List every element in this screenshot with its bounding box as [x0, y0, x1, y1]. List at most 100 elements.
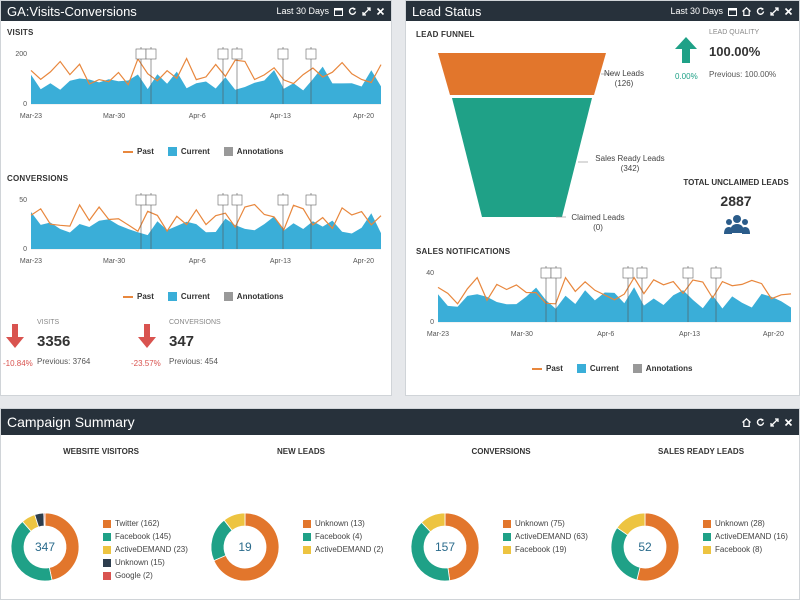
y-tick-label: 0: [23, 246, 27, 253]
ga-visits-conversions-panel: GA:Visits-Conversions Last 30 Days VISIT…: [0, 0, 392, 396]
donut-legend-item[interactable]: Facebook (145): [103, 530, 188, 543]
annotations-swatch: [223, 292, 233, 301]
legend-swatch: [703, 519, 711, 528]
past-series-line[interactable]: [30, 203, 382, 233]
donut-legend: Twitter (162) Facebook (145) ActiveDEMAND …: [103, 517, 188, 582]
legend-current[interactable]: Current: [167, 292, 210, 301]
lead-quality-value: 100.00%: [709, 44, 761, 59]
donut-legend-item[interactable]: Facebook (4): [303, 530, 383, 543]
close-icon[interactable]: [784, 7, 793, 16]
x-tick-label: Mar-23: [20, 113, 42, 120]
legend-current[interactable]: Current: [167, 147, 210, 156]
sales-legend: Past Current Annotations: [532, 364, 692, 373]
annotation-icon[interactable]: [550, 267, 562, 279]
donut-slice[interactable]: [636, 512, 680, 582]
refresh-icon[interactable]: [348, 7, 357, 16]
past-series-line[interactable]: [437, 276, 792, 305]
funnel-new-leads-segment[interactable]: [438, 53, 606, 95]
annotation-icon[interactable]: [636, 267, 648, 279]
donut-title: NEW LEADS: [277, 447, 325, 456]
legend-current[interactable]: Current: [576, 364, 619, 373]
annotation-icon[interactable]: [305, 194, 317, 206]
annotation-icon[interactable]: [217, 48, 229, 60]
donut-legend-item[interactable]: Unknown (15): [103, 556, 188, 569]
lead-quality-up-arrow-icon: [675, 37, 697, 63]
donut-slice[interactable]: [610, 527, 641, 581]
refresh-icon[interactable]: [756, 418, 765, 427]
current-swatch: [167, 292, 177, 301]
donut-legend-item[interactable]: Twitter (162): [103, 517, 188, 530]
donut-legend-item[interactable]: Unknown (75): [503, 517, 588, 530]
legend-past[interactable]: Past: [123, 147, 154, 156]
donut-slice[interactable]: [223, 512, 246, 531]
donut-legend-item[interactable]: ActiveDEMAND (23): [103, 543, 188, 556]
x-tick-label: Mar-30: [511, 331, 533, 338]
donut-legend-item[interactable]: Facebook (8): [703, 543, 788, 556]
donut-legend-item[interactable]: Facebook (19): [503, 543, 588, 556]
legend-annotations[interactable]: Annotations: [632, 364, 692, 373]
donut-slice[interactable]: [43, 512, 46, 527]
annotation-icon[interactable]: [145, 194, 157, 206]
close-icon[interactable]: [376, 7, 385, 16]
legend-annotations[interactable]: Annotations: [223, 147, 283, 156]
expand-icon[interactable]: [362, 6, 371, 16]
lead-funnel-chart: [438, 53, 614, 218]
legend-past[interactable]: Past: [123, 292, 154, 301]
annotation-icon[interactable]: [145, 48, 157, 60]
annotation-icon[interactable]: [305, 48, 317, 60]
x-tick-label: Apr-13: [270, 258, 291, 265]
annotations-swatch: [223, 147, 233, 156]
annotation-icon[interactable]: [622, 267, 634, 279]
annotation-icon[interactable]: [135, 194, 147, 206]
legend-annotations[interactable]: Annotations: [223, 292, 283, 301]
donut-slice[interactable]: [444, 512, 480, 582]
annotation-icon[interactable]: [277, 48, 289, 60]
x-tick-label: Apr-6: [597, 331, 614, 338]
annotation-icon[interactable]: [540, 267, 552, 279]
lead-funnel-title: LEAD FUNNEL: [416, 30, 475, 39]
donut-legend-item[interactable]: Google (2): [103, 569, 188, 582]
donut-slice[interactable]: [213, 512, 280, 582]
lead-quality-label: LEAD QUALITY: [709, 29, 760, 36]
legend-past[interactable]: Past: [532, 364, 563, 373]
donut-slice[interactable]: [616, 512, 646, 536]
ga-panel-title: GA:Visits-Conversions: [7, 3, 137, 19]
annotation-icon[interactable]: [231, 48, 243, 60]
home-icon[interactable]: [742, 6, 751, 16]
annotation-icon[interactable]: [217, 194, 229, 206]
legend-swatch: [303, 519, 311, 528]
annotation-icon[interactable]: [682, 267, 694, 279]
x-tick-label: Mar-30: [103, 258, 125, 265]
current-series-area[interactable]: [438, 287, 791, 322]
legend-label: ActiveDEMAND (63): [515, 532, 588, 541]
lead-period-selector[interactable]: Last 30 Days: [670, 6, 723, 16]
donut-legend-item[interactable]: Unknown (13): [303, 517, 383, 530]
expand-icon[interactable]: [770, 6, 779, 16]
ga-header-controls: Last 30 Days: [276, 6, 385, 16]
x-tick-label: Mar-23: [20, 258, 42, 265]
legend-swatch: [303, 532, 311, 541]
annotation-icon[interactable]: [135, 48, 147, 60]
close-icon[interactable]: [784, 418, 793, 427]
current-series-area[interactable]: [31, 212, 381, 249]
donut-legend-item[interactable]: ActiveDEMAND (2): [303, 543, 383, 556]
donut-legend-item[interactable]: ActiveDEMAND (63): [503, 530, 588, 543]
refresh-icon[interactable]: [756, 7, 765, 16]
current-series-area[interactable]: [31, 66, 381, 104]
donut-center-value: 347: [35, 540, 55, 554]
donut-legend-item[interactable]: ActiveDEMAND (16): [703, 530, 788, 543]
donut-legend-item[interactable]: Unknown (28): [703, 517, 788, 530]
donut-slice[interactable]: [421, 512, 446, 533]
annotation-icon[interactable]: [231, 194, 243, 206]
donut-chart: 52: [610, 512, 680, 582]
annotation-icon[interactable]: [277, 194, 289, 206]
funnel-sales-ready-segment[interactable]: [452, 98, 592, 217]
home-icon[interactable]: [742, 417, 751, 427]
past-series-line[interactable]: [30, 57, 382, 86]
expand-icon[interactable]: [770, 417, 779, 427]
legend-label: Google (2): [115, 571, 153, 580]
ga-period-selector[interactable]: Last 30 Days: [276, 6, 329, 16]
annotation-icon[interactable]: [710, 267, 722, 279]
calendar-icon[interactable]: [334, 7, 343, 16]
calendar-icon[interactable]: [728, 7, 737, 16]
